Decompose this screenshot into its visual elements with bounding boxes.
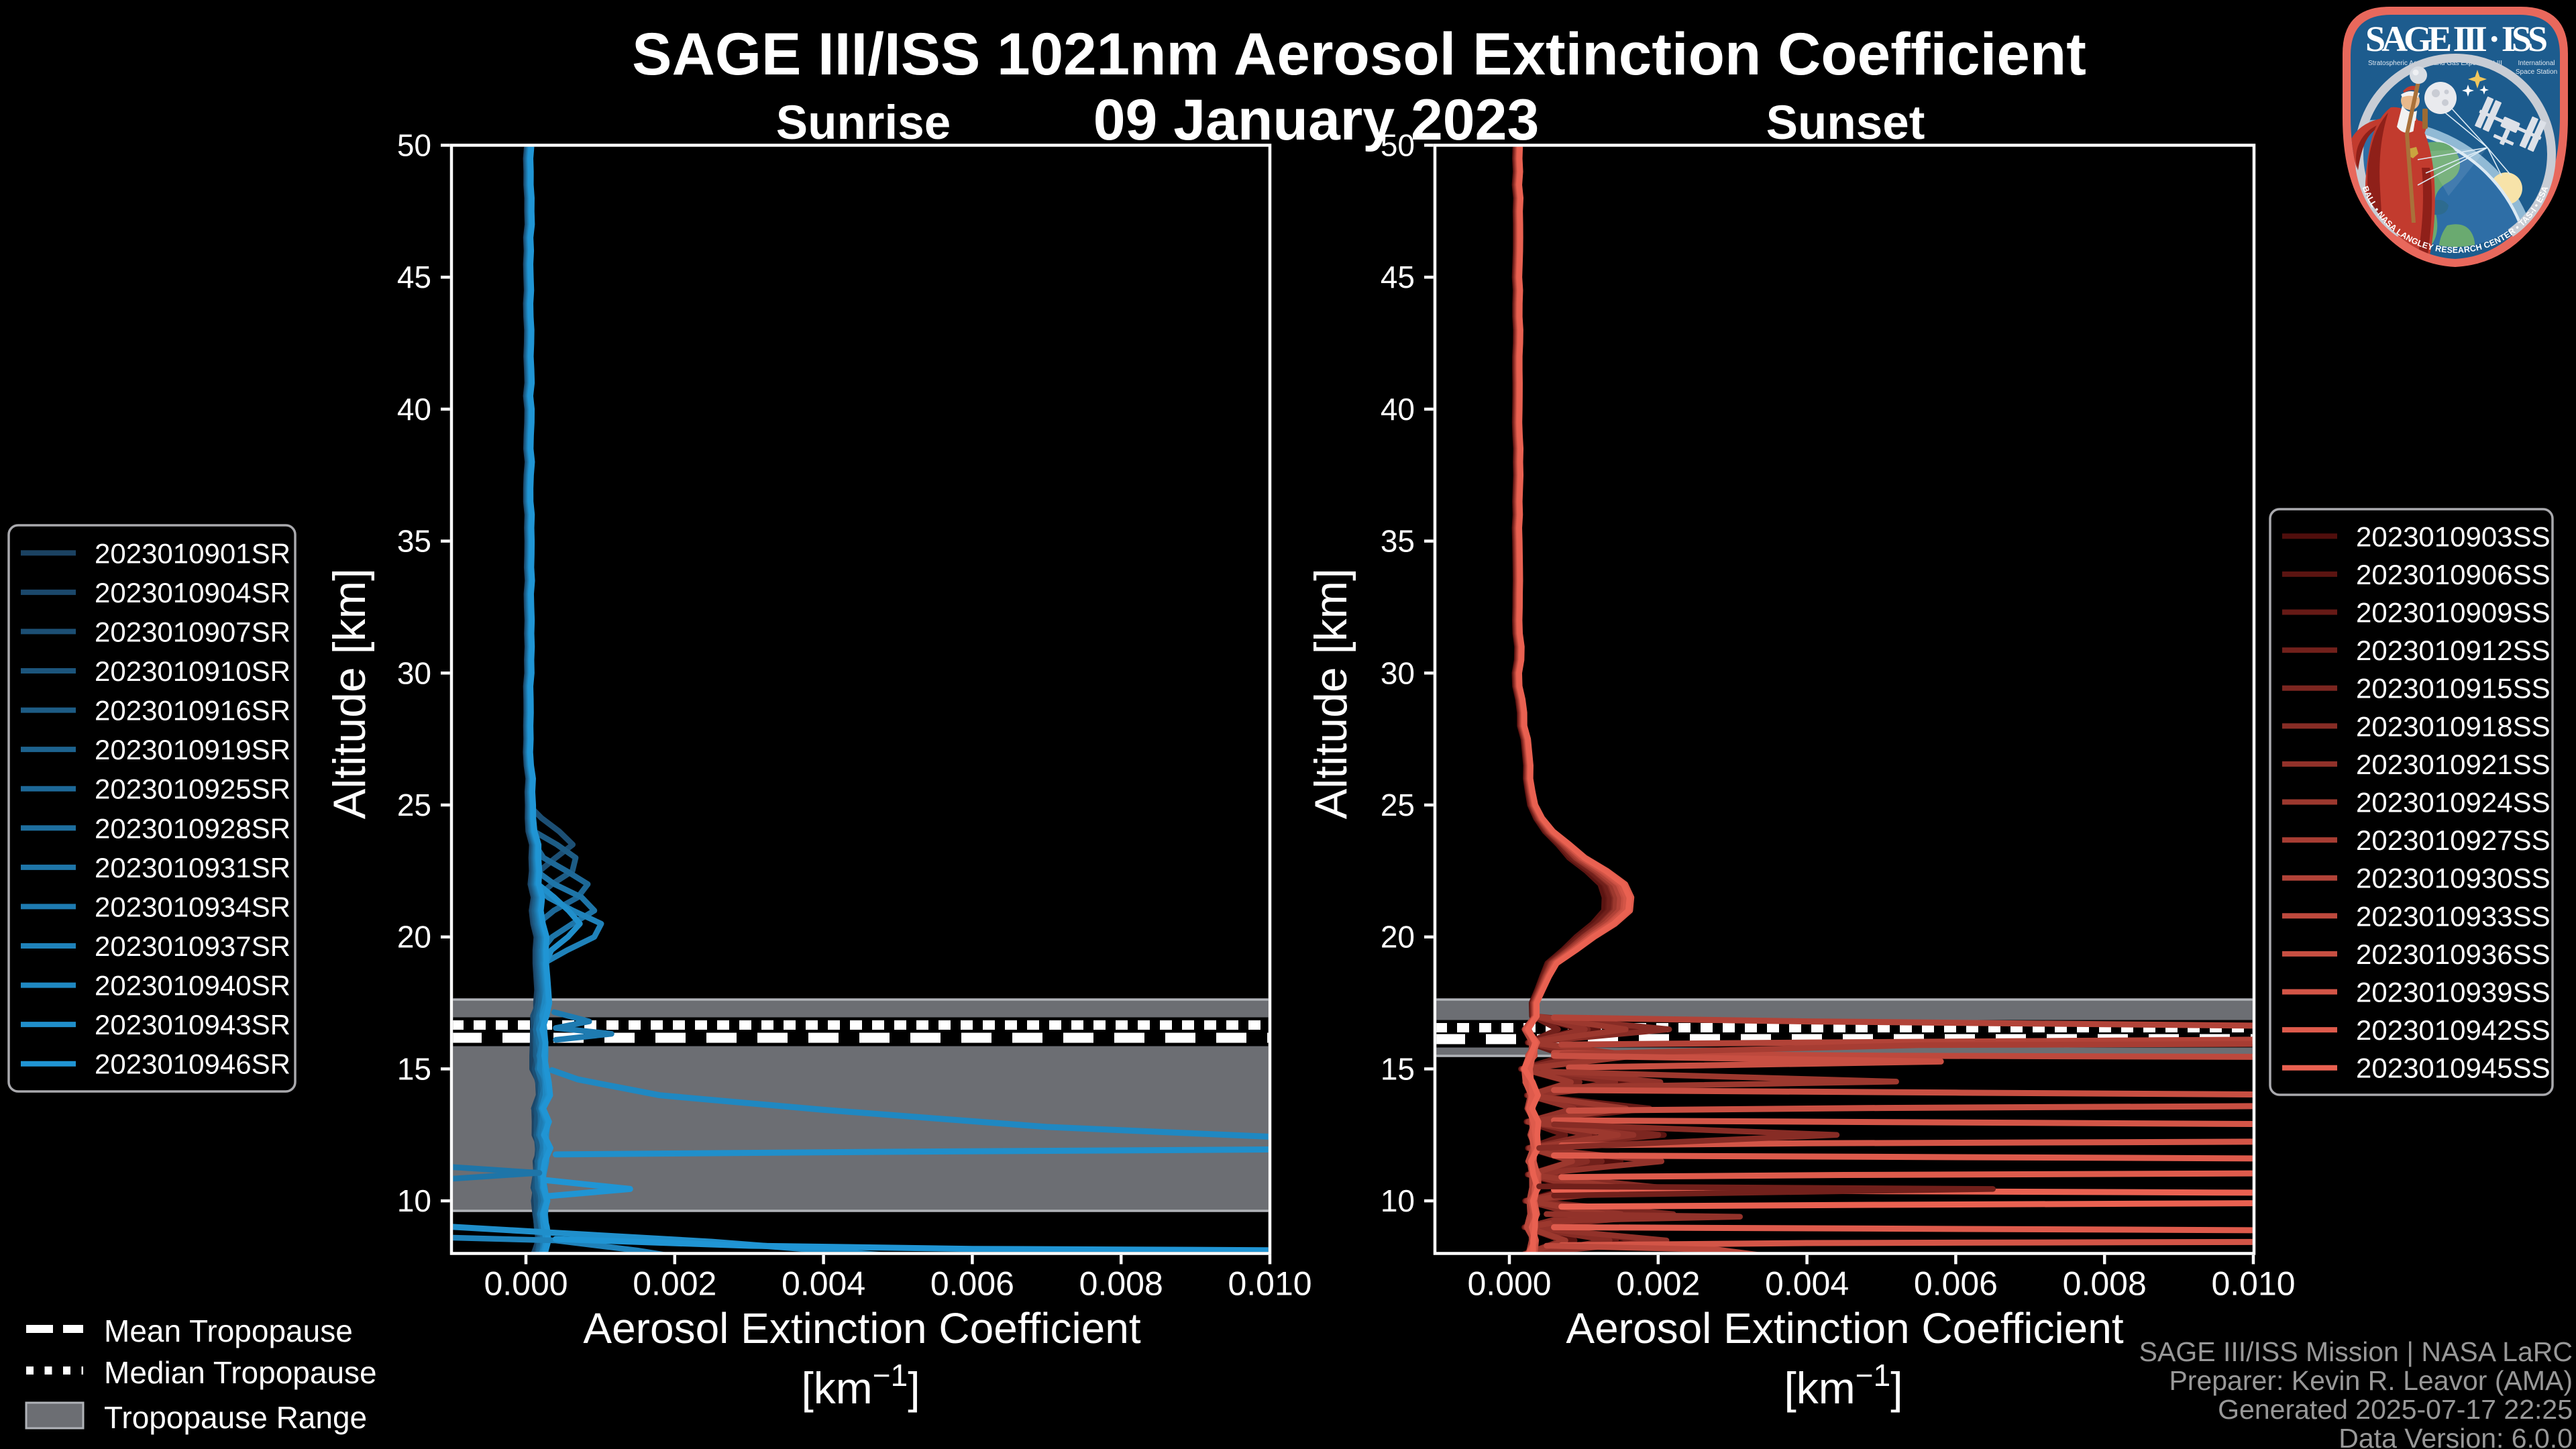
svg-text:2023010927SS: 2023010927SS bbox=[2356, 824, 2551, 856]
svg-text:Mean Tropopause: Mean Tropopause bbox=[104, 1313, 353, 1348]
svg-text:2023010907SR: 2023010907SR bbox=[95, 616, 290, 647]
svg-text:2023010931SR: 2023010931SR bbox=[95, 852, 290, 883]
svg-text:2023010916SR: 2023010916SR bbox=[95, 695, 290, 727]
svg-text:SAGE III · ISS: SAGE III · ISS bbox=[2365, 19, 2548, 59]
svg-text:0.010: 0.010 bbox=[2211, 1265, 2295, 1303]
svg-text:0.002: 0.002 bbox=[1616, 1265, 1700, 1303]
svg-text:0.006: 0.006 bbox=[930, 1265, 1014, 1303]
svg-text:2023010943SR: 2023010943SR bbox=[95, 1009, 290, 1040]
svg-text:35: 35 bbox=[1381, 524, 1415, 559]
svg-text:2023010918SS: 2023010918SS bbox=[2356, 710, 2551, 742]
svg-text:40: 40 bbox=[1381, 392, 1415, 427]
svg-text:International: International bbox=[2518, 60, 2555, 67]
svg-text:Aerosol Extinction Coefficient: Aerosol Extinction Coefficient bbox=[583, 1304, 1140, 1352]
svg-text:Altitude [km]: Altitude [km] bbox=[324, 568, 375, 819]
svg-text:2023010928SR: 2023010928SR bbox=[95, 812, 290, 844]
svg-text:2023010925SR: 2023010925SR bbox=[95, 773, 290, 805]
svg-text:2023010921SS: 2023010921SS bbox=[2356, 749, 2551, 780]
svg-text:Aerosol Extinction Coefficient: Aerosol Extinction Coefficient bbox=[1566, 1304, 2123, 1352]
svg-text:2023010933SS: 2023010933SS bbox=[2356, 900, 2551, 932]
svg-text:Generated 2025-07-17 22:25: Generated 2025-07-17 22:25 bbox=[2218, 1394, 2573, 1425]
svg-text:2023010903SS: 2023010903SS bbox=[2356, 521, 2551, 552]
svg-text:2023010930SS: 2023010930SS bbox=[2356, 863, 2551, 894]
svg-text:Altitude [km]: Altitude [km] bbox=[1305, 568, 1356, 819]
svg-text:Data Version: 6.0.0: Data Version: 6.0.0 bbox=[2339, 1423, 2573, 1449]
svg-text:Median Tropopause: Median Tropopause bbox=[104, 1355, 377, 1390]
svg-text:0.008: 0.008 bbox=[2063, 1265, 2147, 1303]
svg-text:Preparer: Kevin R. Leavor (AMA: Preparer: Kevin R. Leavor (AMA) bbox=[2169, 1365, 2573, 1396]
svg-text:Sunset: Sunset bbox=[1766, 97, 1925, 150]
svg-text:10: 10 bbox=[1381, 1183, 1415, 1218]
svg-text:2023010934SR: 2023010934SR bbox=[95, 891, 290, 922]
svg-text:15: 15 bbox=[1381, 1051, 1415, 1086]
svg-text:25: 25 bbox=[1381, 788, 1415, 822]
svg-text:2023010904SR: 2023010904SR bbox=[95, 577, 290, 608]
svg-text:45: 45 bbox=[1381, 260, 1415, 294]
svg-text:0.008: 0.008 bbox=[1079, 1265, 1163, 1303]
svg-text:50: 50 bbox=[1381, 128, 1415, 163]
svg-text:40: 40 bbox=[397, 392, 431, 427]
svg-text:2023010924SS: 2023010924SS bbox=[2356, 787, 2551, 818]
svg-text:2023010909SS: 2023010909SS bbox=[2356, 597, 2551, 629]
svg-text:0.000: 0.000 bbox=[484, 1265, 568, 1303]
svg-text:2023010912SS: 2023010912SS bbox=[2356, 635, 2551, 666]
svg-text:2023010915SS: 2023010915SS bbox=[2356, 673, 2551, 704]
svg-text:20: 20 bbox=[1381, 920, 1415, 955]
svg-text:0.004: 0.004 bbox=[1765, 1265, 1849, 1303]
svg-text:30: 30 bbox=[397, 655, 431, 690]
svg-text:2023010940SR: 2023010940SR bbox=[95, 970, 290, 1002]
svg-text:Tropopause Range: Tropopause Range bbox=[104, 1400, 367, 1435]
svg-text:2023010942SS: 2023010942SS bbox=[2356, 1014, 2551, 1046]
svg-text:2023010937SR: 2023010937SR bbox=[95, 930, 290, 962]
svg-text:35: 35 bbox=[397, 524, 431, 559]
svg-text:2023010919SR: 2023010919SR bbox=[95, 734, 290, 765]
svg-text:SAGE III/ISS 1021nm Aerosol Ex: SAGE III/ISS 1021nm Aerosol Extinction C… bbox=[632, 20, 2086, 87]
svg-text:2023010945SS: 2023010945SS bbox=[2356, 1053, 2551, 1084]
svg-text:2023010910SR: 2023010910SR bbox=[95, 655, 290, 687]
svg-text:0.010: 0.010 bbox=[1228, 1265, 1311, 1303]
svg-text:20: 20 bbox=[397, 920, 431, 955]
svg-text:2023010906SS: 2023010906SS bbox=[2356, 559, 2551, 590]
svg-text:2023010936SS: 2023010936SS bbox=[2356, 938, 2551, 970]
svg-text:2023010939SS: 2023010939SS bbox=[2356, 977, 2551, 1008]
svg-text:Space Station: Space Station bbox=[2516, 68, 2557, 76]
svg-text:0.006: 0.006 bbox=[1914, 1265, 1998, 1303]
svg-text:25: 25 bbox=[397, 788, 431, 822]
svg-text:2023010901SR: 2023010901SR bbox=[95, 537, 290, 569]
svg-text:50: 50 bbox=[397, 128, 431, 163]
svg-text:0.004: 0.004 bbox=[782, 1265, 865, 1303]
svg-text:SAGE III/ISS Mission | NASA La: SAGE III/ISS Mission | NASA LaRC bbox=[2139, 1336, 2573, 1367]
svg-text:0.000: 0.000 bbox=[1467, 1265, 1551, 1303]
svg-text:Sunrise: Sunrise bbox=[776, 97, 951, 150]
svg-text:2023010946SR: 2023010946SR bbox=[95, 1049, 290, 1080]
svg-text:45: 45 bbox=[397, 260, 431, 294]
svg-text:30: 30 bbox=[1381, 655, 1415, 690]
svg-text:15: 15 bbox=[397, 1051, 431, 1086]
svg-text:10: 10 bbox=[397, 1183, 431, 1218]
svg-text:09 January 2023: 09 January 2023 bbox=[1093, 88, 1540, 152]
svg-text:0.002: 0.002 bbox=[633, 1265, 716, 1303]
